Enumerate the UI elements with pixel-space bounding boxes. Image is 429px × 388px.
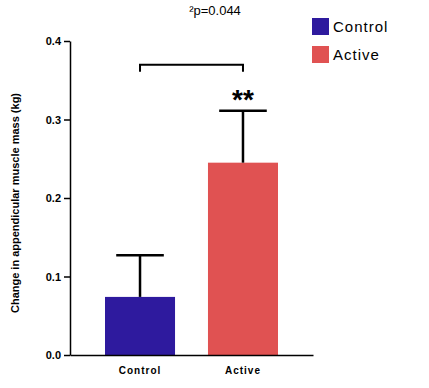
x-tick-label: Active [225, 365, 261, 376]
plot-area [105, 111, 278, 355]
y-tick-mark [64, 198, 70, 200]
y-tick-mark [64, 41, 70, 43]
legend-entry: Active [312, 46, 380, 63]
y-tick-label: 0.4 [46, 35, 62, 47]
x-tick-label: Control [119, 365, 162, 376]
chart: 0.0 0.1 0.2 0.3 0.4 Control Active Change in ap… [0, 0, 429, 388]
error-bar [116, 255, 164, 297]
y-tick-label: 0.2 [46, 192, 61, 204]
legend-swatch [312, 18, 329, 35]
x-axis: Control Active [71, 355, 314, 376]
error-bar-stem [242, 111, 245, 163]
y-axis-title: Change in appendicular muscle mass (kg) [9, 93, 21, 313]
bar [208, 163, 278, 355]
y-tick-mark [64, 276, 70, 278]
y-tick: 0.3 [46, 114, 70, 126]
y-tick: 0.2 [46, 192, 70, 204]
x-tick: Control [119, 355, 162, 376]
y-tick-label: 0.0 [46, 349, 61, 361]
legend-label: Control [333, 18, 388, 35]
annotation: ** [232, 84, 254, 115]
x-axis-line [71, 355, 314, 357]
y-tick-mark [64, 355, 70, 357]
error-bar-cap [116, 254, 164, 257]
error-bar-stem [139, 255, 142, 297]
y-tick: 0.0 [46, 349, 70, 361]
legend-swatch [312, 46, 329, 63]
significance-bracket [140, 65, 243, 72]
error-bar [219, 111, 267, 163]
x-tick: Active [225, 355, 261, 376]
legend-label: Active [333, 46, 380, 63]
legend-entry: Control [312, 18, 388, 35]
y-tick-mark [64, 119, 70, 121]
title: ²p=0.044 [189, 3, 241, 18]
y-tick-label: 0.1 [46, 271, 61, 283]
y-tick-label: 0.3 [46, 114, 61, 126]
y-tick: 0.1 [46, 271, 70, 283]
bar [105, 297, 175, 355]
y-tick: 0.4 [46, 35, 70, 47]
legend: Control Active [312, 18, 388, 63]
y-axis: 0.0 0.1 0.2 0.3 0.4 [46, 35, 71, 361]
